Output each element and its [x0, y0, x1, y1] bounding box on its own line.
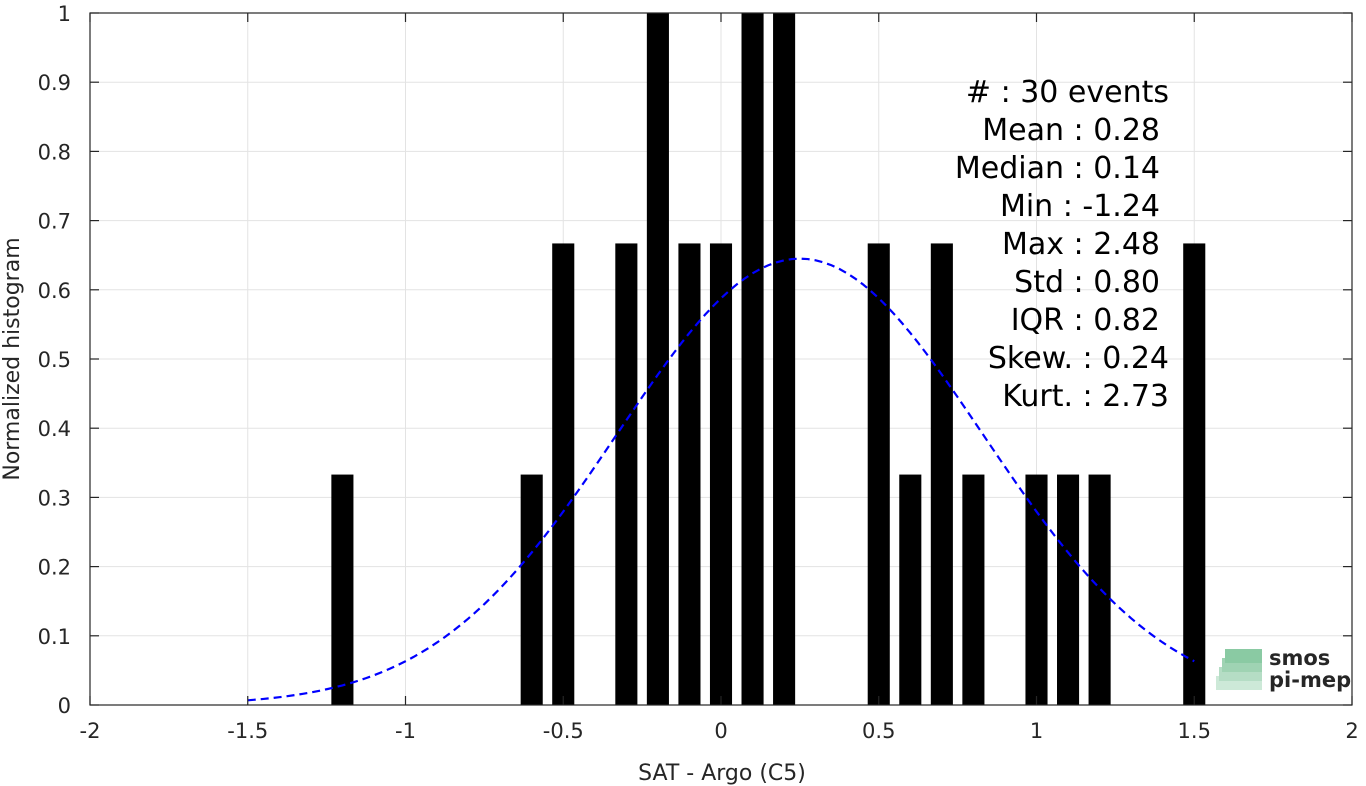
logo-icon [1216, 649, 1262, 690]
y-tick-label: 0.5 [38, 348, 71, 372]
stats-line: Kurt. : 2.73 [1002, 379, 1169, 414]
histogram-bar [520, 474, 543, 705]
y-tick-label: 0.1 [38, 625, 71, 649]
y-tick-label: 0.4 [38, 417, 71, 441]
x-tick-labels: -2 -1.5 -1 -0.5 0 0.5 1 1.5 2 [80, 719, 1359, 743]
histogram-bar [678, 243, 701, 705]
histogram-bar [552, 243, 575, 705]
stats-line: IQR : 0.82 [1011, 303, 1160, 338]
x-tick-label: 2 [1345, 719, 1358, 743]
histogram-bar [867, 243, 890, 705]
x-tick-label: 1 [1030, 719, 1043, 743]
y-tick-label: 0.8 [38, 140, 71, 164]
histogram-bar [331, 474, 354, 705]
histogram-bar [1057, 474, 1080, 705]
histogram-bar [646, 13, 669, 705]
histogram-bar [1025, 474, 1048, 705]
y-tick-label: 0.7 [38, 210, 71, 234]
histogram-bar [615, 243, 638, 705]
stats-line: Mean : 0.28 [982, 113, 1160, 148]
y-tick-label: 0.3 [38, 486, 71, 510]
histogram-bars [331, 13, 1206, 705]
y-tick-label: 0.2 [38, 556, 71, 580]
stats-line: # : 30 events [966, 75, 1169, 110]
x-tick-label: 1.5 [1178, 719, 1211, 743]
histogram-bar [773, 13, 796, 705]
histogram-bar [741, 13, 764, 705]
stats-line: Median : 0.14 [955, 151, 1160, 186]
histogram-bar [899, 474, 922, 705]
y-tick-label: 0.6 [38, 279, 71, 303]
axis-ticks [89, 12, 1353, 706]
stats-line: Std : 0.80 [1014, 265, 1160, 300]
histogram-bar [930, 243, 953, 705]
logo-text-smos: smos [1269, 646, 1330, 670]
x-tick-label: -1 [395, 719, 416, 743]
x-tick-label: 0 [714, 719, 727, 743]
smos-pi-mep-logo: smos pi-mep [1216, 646, 1351, 692]
logo-text-pi-mep: pi-mep [1269, 668, 1351, 692]
stats-line: Max : 2.48 [1002, 227, 1160, 262]
gaussian-fit-curve [247, 257, 1195, 702]
histogram-bar [962, 474, 985, 705]
y-tick-label: 0 [58, 694, 71, 718]
histogram-bar [1088, 474, 1111, 705]
x-tick-label: 0.5 [862, 719, 895, 743]
x-tick-label: -2 [80, 719, 101, 743]
x-tick-label: -1.5 [227, 719, 268, 743]
y-tick-label: 1 [58, 2, 71, 26]
y-axis-title: Normalized histogram [0, 237, 25, 480]
x-tick-label: -0.5 [543, 719, 584, 743]
histogram-bar [1183, 243, 1206, 705]
x-axis-title: SAT - Argo (C5) [638, 761, 806, 786]
stats-line: Skew. : 0.24 [988, 341, 1169, 376]
y-tick-labels: 0 0.1 0.2 0.3 0.4 0.5 0.6 0.7 0.8 0.9 1 [38, 2, 71, 718]
histogram-bar [709, 243, 733, 705]
y-tick-label: 0.9 [38, 71, 71, 95]
stats-line: Min : -1.24 [1000, 189, 1160, 224]
